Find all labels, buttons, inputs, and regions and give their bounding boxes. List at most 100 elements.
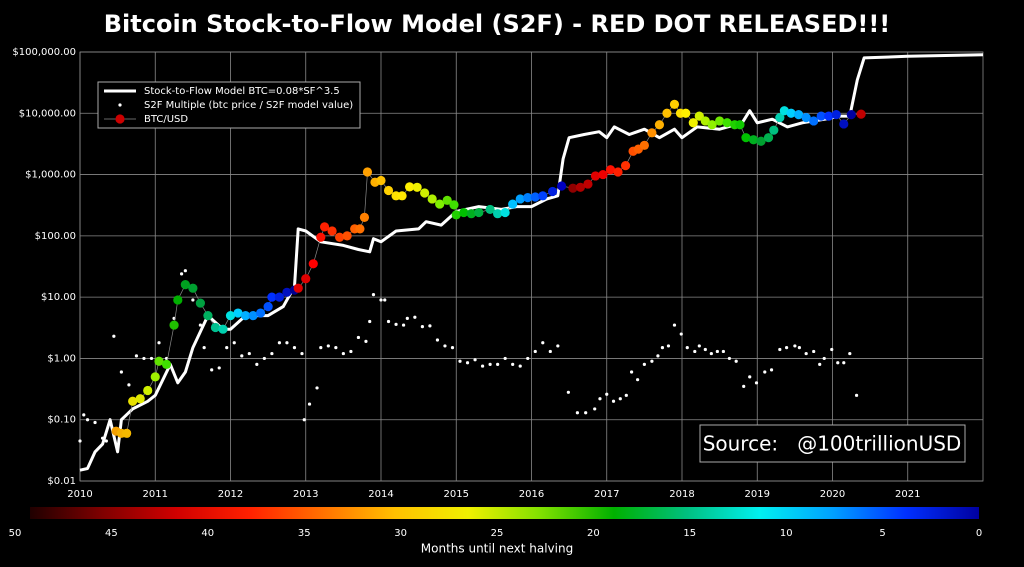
- price-dot: [654, 120, 665, 130]
- multiple-dot: [503, 356, 507, 361]
- multiple-dot: [818, 362, 822, 366]
- multiple-dot: [748, 375, 752, 379]
- colorbar-tick-label: 15: [683, 528, 696, 539]
- multiple-dot: [685, 346, 689, 350]
- price-dot: [786, 108, 796, 118]
- price-dot: [282, 287, 292, 297]
- price-dot: [681, 108, 691, 118]
- multiple-dot: [292, 346, 297, 350]
- price-dot: [741, 133, 751, 143]
- legend-dot: [118, 103, 122, 107]
- multiple-dot: [511, 362, 515, 366]
- price-dot: [846, 110, 856, 120]
- price-dot: [301, 274, 311, 284]
- price-dot: [794, 110, 804, 120]
- multiple-dot: [232, 341, 236, 345]
- x-tick-label: 2020: [820, 489, 845, 500]
- price-dot: [493, 209, 503, 219]
- colorbar-tick-label: 10: [780, 528, 793, 539]
- y-tick-label: $100,000.00: [12, 47, 76, 58]
- multiple-dot: [742, 384, 746, 388]
- multiple-dot: [642, 362, 646, 366]
- multiple-dot: [458, 359, 462, 363]
- multiple-dot: [526, 356, 530, 361]
- multiple-dot: [784, 346, 789, 350]
- colorbar-tick-label: 20: [587, 528, 600, 539]
- price-dot: [707, 120, 717, 130]
- colorbar-tick-label: 50: [9, 528, 22, 539]
- price-dot: [435, 199, 445, 209]
- multiple-dot: [618, 397, 622, 401]
- price-dot: [263, 302, 273, 312]
- multiple-dot: [225, 346, 229, 350]
- multiple-dot: [217, 366, 221, 370]
- multiple-dot: [836, 361, 840, 365]
- multiple-dot: [854, 393, 859, 397]
- multiple-dot: [548, 349, 552, 354]
- y-tick-label: $0.01: [47, 476, 76, 487]
- price-dot: [500, 207, 510, 218]
- multiple-dot: [584, 411, 588, 415]
- y-tick-label: $1.00: [47, 353, 76, 364]
- x-tick-label: 2016: [519, 489, 544, 500]
- price-dot: [359, 212, 370, 223]
- source-annotation: Source: @100trillionUSD: [703, 432, 962, 456]
- multiple-dot: [247, 351, 251, 356]
- price-dot: [583, 179, 593, 189]
- multiple-dot: [721, 349, 725, 354]
- multiple-dot: [593, 407, 597, 411]
- price-dot: [154, 356, 164, 366]
- price-dot: [735, 120, 745, 130]
- price-dot: [523, 193, 533, 203]
- price-dot: [801, 113, 811, 123]
- price-dot: [809, 116, 819, 126]
- multiple-dot: [666, 344, 671, 348]
- y-tick-label: $1,000.00: [25, 170, 76, 181]
- price-dot: [620, 161, 631, 171]
- price-dot: [775, 113, 785, 123]
- price-dot: [256, 308, 266, 318]
- colorbar-tick-label: 45: [105, 528, 118, 539]
- price-dot: [173, 295, 183, 305]
- multiple-dot: [450, 346, 455, 350]
- price-dot: [715, 116, 725, 126]
- price-dot: [316, 232, 326, 242]
- multiple-dot: [394, 322, 398, 326]
- price-line: [115, 103, 862, 434]
- price-dot: [188, 283, 198, 293]
- multiple-dot: [134, 354, 139, 358]
- price-dot: [590, 171, 601, 181]
- multiple-dot: [413, 315, 417, 319]
- multiple-dot: [383, 298, 387, 302]
- multiple-dot: [793, 344, 797, 348]
- price-dot: [143, 385, 153, 396]
- multiple-dot: [533, 349, 537, 354]
- price-dot: [203, 310, 213, 321]
- multiple-dot: [420, 325, 424, 329]
- multiple-dot: [270, 351, 274, 356]
- price-dot: [756, 136, 766, 146]
- price-dot: [515, 194, 525, 204]
- multiple-dot: [326, 344, 330, 348]
- multiple-dot: [496, 362, 500, 366]
- multiple-dot: [709, 351, 713, 356]
- multiple-dot: [754, 381, 759, 385]
- multiple-dot: [157, 341, 161, 345]
- multiple-dot: [556, 344, 560, 348]
- price-dot: [397, 191, 407, 201]
- multiple-dot: [488, 362, 492, 366]
- price-dot: [547, 186, 558, 197]
- multiple-dot: [473, 358, 477, 362]
- multiple-dot: [480, 364, 485, 368]
- price-dot: [267, 292, 277, 302]
- price-dot: [169, 320, 179, 330]
- price-dot: [218, 324, 228, 334]
- price-dot: [662, 108, 672, 118]
- price-dot: [150, 372, 160, 382]
- multiple-dot: [763, 370, 767, 374]
- price-dot: [233, 308, 243, 318]
- price-dot: [412, 182, 422, 192]
- price-dot: [700, 116, 710, 126]
- colorbar-label: Months until next halving: [421, 542, 573, 556]
- price-dot: [575, 182, 586, 192]
